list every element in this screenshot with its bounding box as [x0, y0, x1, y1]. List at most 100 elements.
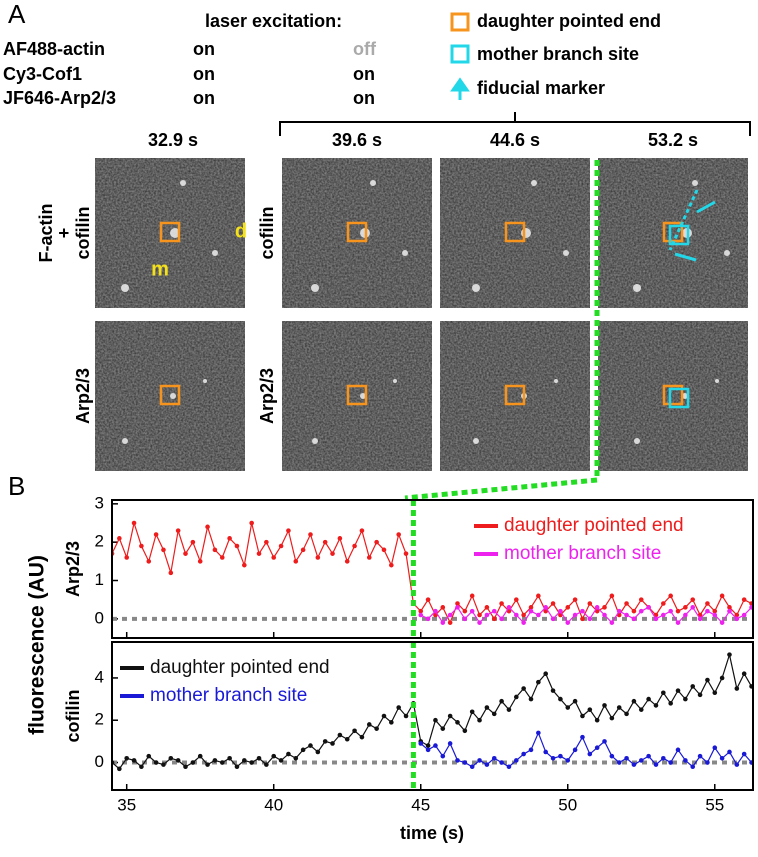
data-point: [631, 762, 637, 767]
data-point: [197, 753, 203, 759]
spot: [692, 180, 698, 186]
data-point: [638, 608, 644, 614]
data-point: [403, 713, 409, 719]
data-point: [477, 717, 482, 723]
data-point: [499, 601, 504, 606]
data-point: [675, 608, 681, 614]
data-point: [271, 555, 277, 560]
data-point: [447, 713, 453, 719]
data-point: [124, 755, 130, 761]
legend-label: daughter pointed end: [504, 515, 684, 536]
data-point: [572, 612, 578, 618]
legend-arrow: [450, 77, 470, 100]
spot: [170, 393, 176, 399]
data-point: [315, 555, 321, 560]
data-point: [712, 612, 718, 618]
data-point: [440, 726, 446, 731]
data-point: [514, 694, 519, 700]
data-point: [521, 620, 526, 625]
data-point: [300, 547, 306, 553]
image-noise: [440, 321, 590, 471]
data-point: [536, 593, 541, 599]
image-mark: d: [235, 220, 247, 242]
data-point: [734, 762, 740, 767]
data-point: [300, 747, 306, 753]
data-point: [242, 562, 247, 568]
data-point: [602, 612, 607, 618]
data-point: [271, 753, 277, 759]
data-point: [594, 717, 600, 723]
data-point: [719, 675, 725, 681]
data-point: [727, 749, 732, 755]
spot: [122, 438, 128, 444]
data-point: [175, 528, 181, 533]
legend-box: [450, 12, 470, 32]
data-point: [256, 551, 262, 556]
spot: [312, 438, 318, 444]
data-point: [661, 612, 666, 618]
data-point: [455, 605, 460, 610]
data-point: [580, 713, 585, 719]
data-point: [359, 528, 365, 533]
data-point: [418, 612, 424, 618]
data-point: [690, 597, 696, 602]
data-point: [447, 620, 453, 625]
image-noise: [282, 321, 432, 471]
data-point: [146, 753, 152, 759]
image-grid: [95, 158, 748, 471]
plot-frame: [111, 499, 754, 639]
data-point: [558, 608, 563, 614]
data-point: [205, 762, 210, 767]
data-point: [131, 520, 137, 526]
data-point: [242, 758, 247, 763]
data-point: [366, 555, 372, 560]
spot: [531, 180, 537, 186]
data-point: [234, 543, 240, 549]
spot: [121, 284, 129, 292]
data-point: [631, 698, 637, 704]
row-label: Arp2/3: [257, 368, 277, 424]
data-point: [719, 620, 725, 625]
data-point: [683, 758, 688, 763]
x-axis-label: time (s): [400, 823, 464, 843]
data-point: [705, 601, 710, 606]
data-point: [609, 593, 615, 599]
row-label: +: [54, 228, 74, 239]
data-point: [521, 612, 526, 618]
y-axis-label: fluorescence (AU): [26, 555, 49, 735]
data-point: [381, 713, 387, 719]
data-point: [330, 741, 335, 746]
data-point: [249, 760, 254, 765]
data-point: [462, 608, 468, 614]
data-point: [447, 612, 453, 618]
data-point: [293, 755, 299, 761]
data-point: [668, 608, 673, 614]
data-point: [469, 608, 475, 614]
data-point: [506, 605, 512, 610]
data-point: [190, 539, 196, 545]
roi-box: [504, 384, 526, 406]
data-point: [587, 751, 593, 757]
data-point: [675, 620, 681, 625]
spot: [393, 379, 397, 383]
roi-box: [668, 224, 690, 246]
data-point: [440, 605, 446, 610]
series-line: [420, 731, 752, 768]
connector: [404, 160, 600, 501]
data-point: [646, 753, 651, 759]
data-point: [212, 758, 218, 763]
data-point: [381, 547, 387, 553]
data-point: [491, 608, 497, 614]
data-point: [491, 711, 497, 717]
data-point: [197, 559, 203, 564]
x-tick-label: 45: [411, 795, 430, 814]
spot: [370, 180, 376, 186]
channel-state: on: [353, 88, 375, 108]
data-point: [322, 539, 328, 545]
data-point: [484, 612, 490, 618]
data-point: [462, 728, 468, 734]
image-noise: [282, 158, 432, 308]
data-point: [668, 760, 673, 765]
channel-name: AF488-actin: [3, 39, 105, 59]
data-point: [646, 696, 651, 702]
